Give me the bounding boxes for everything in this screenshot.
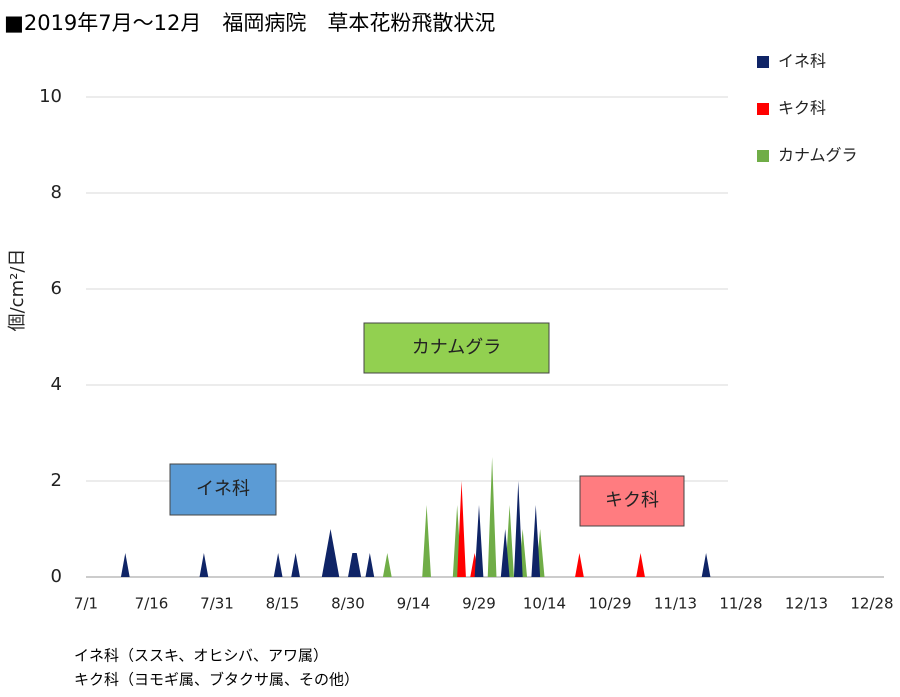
x-tick-label: 7/31 [200,595,234,613]
y-tick-label: 6 [51,278,62,299]
x-tick-label: 10/29 [588,595,631,613]
y-tick-label: 4 [51,374,62,395]
annotation-label: イネ科 [196,479,250,500]
legend-label: カナムグラ [778,146,858,165]
legend-swatch [757,150,769,162]
x-tick-label: 9/29 [462,595,496,613]
x-tick-label: 12/28 [850,595,893,613]
x-tick-label: 11/28 [719,595,762,613]
annotation-label: カナムグラ [412,337,501,358]
x-tick-label: 7/1 [74,595,98,613]
legend-label: イネ科 [778,52,826,71]
legend-swatch [757,103,769,115]
x-tick-label: 10/14 [523,595,566,613]
chart-title: ■2019年7月～12月 福岡病院 草本花粉飛散状況 [4,11,495,35]
x-tick-label: 9/14 [397,595,431,613]
x-tick-label: 8/30 [331,595,365,613]
y-axis-label: 個/cm²/日 [7,249,28,332]
annotation-box [363,322,550,374]
footnote: イネ科（ススキ、オヒシバ、アワ属） [74,647,328,665]
x-tick-label: 7/16 [135,595,169,613]
legend-swatch [757,56,769,68]
y-tick-label: 10 [39,86,62,107]
annotation-label: キク科 [605,490,659,511]
y-tick-label: 2 [51,470,62,491]
x-tick-label: 12/13 [785,595,828,613]
footnote: キク科（ヨモギ属、ブタクサ属、その他） [74,671,359,689]
y-tick-label: 0 [51,566,62,587]
x-tick-label: 11/13 [654,595,697,613]
x-tick-label: 8/15 [266,595,300,613]
annotation-box [169,463,277,516]
legend-label: キク科 [778,99,826,118]
y-tick-label: 8 [51,182,62,203]
annotation-box [579,475,685,527]
